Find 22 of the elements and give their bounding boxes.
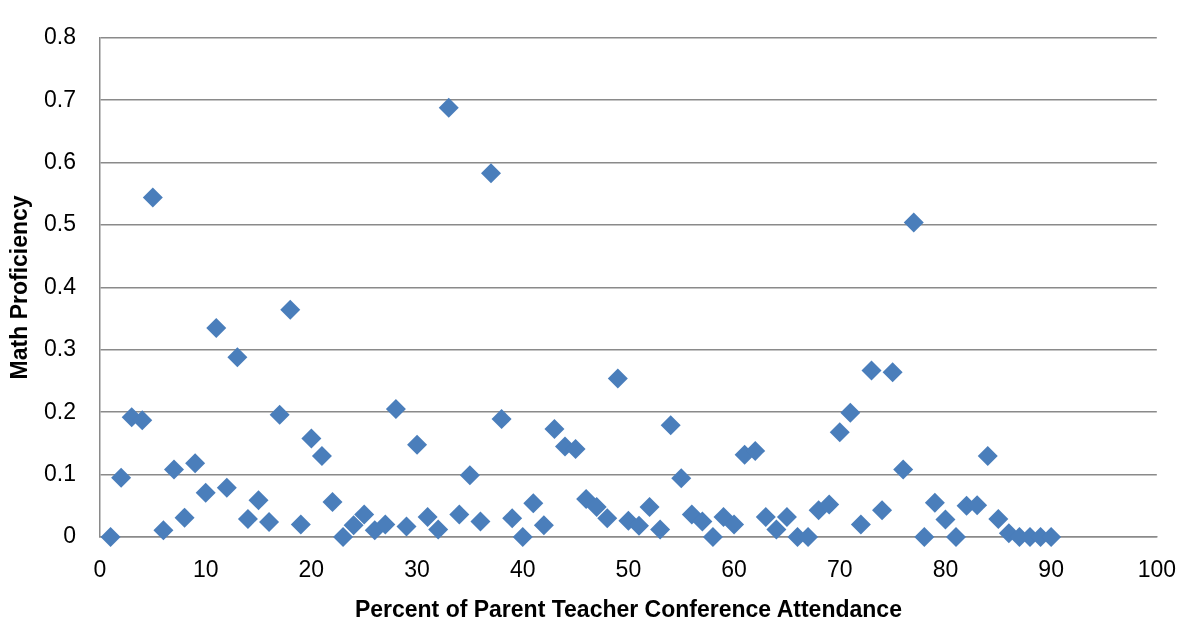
y-axis-title: Math Proficiency	[6, 195, 33, 380]
y-tick-label: 0.1	[44, 459, 76, 486]
y-tick-label: 0	[63, 522, 76, 549]
x-tick-label: 90	[1038, 556, 1064, 583]
x-tick-label: 10	[192, 556, 219, 583]
y-tick-label: 0.7	[44, 85, 76, 112]
y-tick-label: 0.8	[44, 23, 76, 50]
x-tick-label: 30	[404, 556, 430, 583]
y-tick-label: 0.2	[44, 397, 76, 424]
y-tick-label: 0.6	[44, 147, 76, 174]
x-axis-title: Percent of Parent Teacher Conference Attendance	[354, 595, 902, 622]
x-tick-label: 20	[298, 556, 325, 583]
x-tick-label: 40	[509, 556, 536, 583]
x-tick-label: 0	[93, 556, 107, 583]
y-tick-label: 0.4	[44, 272, 77, 299]
x-tick-label: 100	[1137, 556, 1176, 583]
x-tick-label: 70	[826, 556, 853, 583]
x-tick-label: 50	[615, 556, 642, 583]
y-tick-label: 0.5	[44, 210, 76, 237]
x-tick-label: 60	[721, 556, 747, 583]
y-tick-label: 0.3	[44, 335, 76, 362]
x-tick-label: 80	[932, 556, 959, 583]
